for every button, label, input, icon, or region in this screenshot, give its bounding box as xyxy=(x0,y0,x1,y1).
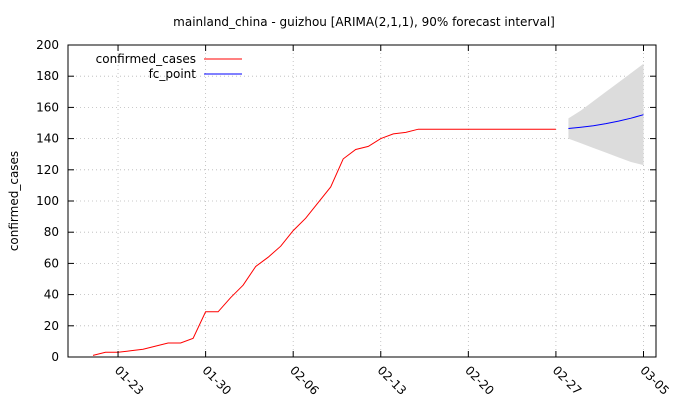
y-tick-label: 120 xyxy=(36,163,59,177)
y-tick-label: 200 xyxy=(36,38,59,52)
chart-title: mainland_china - guizhou [ARIMA(2,1,1), … xyxy=(173,15,555,29)
legend-label: fc_point xyxy=(149,67,197,81)
grid xyxy=(68,45,656,357)
forecast-interval-band xyxy=(568,63,644,166)
y-tick-label: 80 xyxy=(44,225,59,239)
series-lines xyxy=(92,114,644,356)
series-line-confirmed-cases xyxy=(92,128,556,356)
legend-label: confirmed_cases xyxy=(96,52,196,66)
forecast-interval-area xyxy=(568,63,644,166)
y-tick-label: 160 xyxy=(36,100,59,114)
x-tick-label: 02-13 xyxy=(375,363,410,398)
y-tick-label: 140 xyxy=(36,132,59,146)
y-tick-label: 40 xyxy=(44,288,59,302)
y-tick-label: 60 xyxy=(44,256,59,270)
y-axis-ticks: 0 20 40 60 80 100 120 140 160 180 200 xyxy=(36,38,656,364)
series-line-fc-point xyxy=(568,114,644,129)
y-tick-label: 20 xyxy=(44,319,59,333)
x-tick-label: 01-30 xyxy=(199,363,234,398)
x-tick-label: 02-27 xyxy=(550,363,585,398)
y-tick-label: 180 xyxy=(36,69,59,83)
y-axis-title: confirmed_cases xyxy=(7,151,21,251)
x-axis-ticks: 01-23 01-30 02-06 02-13 02-20 02-27 03-05 xyxy=(112,45,672,398)
y-tick-label: 0 xyxy=(51,350,59,364)
x-tick-label: 03-05 xyxy=(637,363,672,398)
x-tick-label: 02-20 xyxy=(462,363,497,398)
x-tick-label: 01-23 xyxy=(112,363,147,398)
x-tick-label: 02-06 xyxy=(287,363,322,398)
y-tick-label: 100 xyxy=(36,194,59,208)
